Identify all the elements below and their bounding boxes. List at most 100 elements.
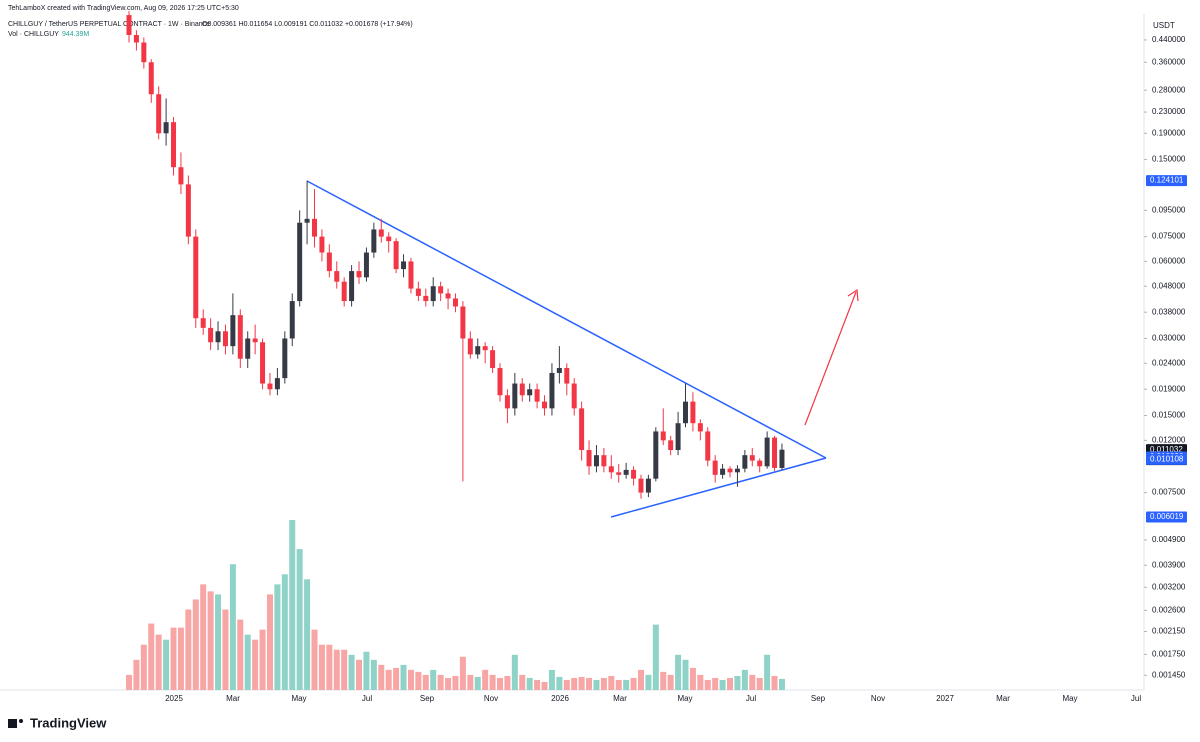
- candle-body: [401, 261, 407, 270]
- volume-bar: [504, 675, 511, 690]
- volume-bar: [126, 674, 132, 690]
- candle-body: [156, 94, 162, 134]
- candle-body: [549, 372, 555, 409]
- volume-bar: [155, 634, 162, 690]
- volume-bar: [556, 676, 563, 690]
- volume-bar: [363, 651, 370, 690]
- y-tick-label: 0.095000: [1152, 205, 1186, 214]
- volume-bar: [586, 677, 593, 690]
- currency: USDT: [1153, 21, 1175, 30]
- x-tick-label: 2025: [165, 694, 183, 703]
- candle-body: [542, 401, 548, 409]
- volume-bar: [229, 564, 236, 690]
- arrow: [804, 291, 857, 426]
- x-tick-label: Jul: [362, 694, 372, 703]
- volume-bar: [660, 671, 667, 690]
- volume-bar: [727, 677, 734, 690]
- volume-bar: [341, 649, 348, 690]
- y-tick-label: 0.001750: [1152, 649, 1186, 658]
- price-label-box: [1146, 453, 1187, 465]
- candle-body: [430, 286, 436, 302]
- candle-body: [631, 469, 637, 479]
- candle-body: [757, 460, 763, 467]
- x-tick-label: Nov: [871, 694, 885, 703]
- x-tick-label: May: [291, 694, 306, 703]
- candle-body: [475, 346, 481, 355]
- volume-bar: [356, 659, 363, 690]
- volume-bar: [771, 675, 778, 690]
- candle-body: [304, 218, 310, 223]
- volume-bar: [163, 639, 170, 690]
- candle-body: [564, 368, 570, 384]
- candle-body: [623, 469, 629, 475]
- candle-body: [452, 298, 458, 307]
- candle-body: [593, 455, 599, 467]
- candle-body: [334, 271, 340, 282]
- candle-body: [675, 423, 681, 451]
- volume-bar: [474, 676, 481, 690]
- volume-bar: [511, 654, 518, 690]
- volume-bar: [259, 629, 266, 690]
- candle-body: [237, 315, 243, 359]
- volume-bar: [207, 591, 214, 690]
- volume-bar: [445, 677, 452, 690]
- volume-bar: [393, 667, 400, 690]
- candle-body: [148, 62, 154, 95]
- volume-bar: [318, 644, 325, 690]
- volume-bar: [170, 627, 177, 690]
- x-tick-label: Mar: [996, 694, 1010, 703]
- volume-bar: [630, 677, 637, 690]
- volume-bar: [734, 675, 741, 690]
- candle-body: [178, 167, 184, 185]
- volume-bar: [407, 669, 414, 690]
- candle-body: [438, 286, 444, 294]
- candle-body: [720, 468, 726, 475]
- x-tick-label: Jul: [746, 694, 756, 703]
- candle-body: [779, 449, 785, 468]
- candle-body: [519, 383, 525, 396]
- candle-body: [534, 389, 540, 402]
- volume-bar: [645, 674, 652, 690]
- candle-body: [467, 338, 473, 355]
- volume-bar: [615, 679, 622, 690]
- candle-body: [527, 389, 533, 396]
- price-label-box: [1146, 175, 1187, 187]
- candle-body: [571, 383, 577, 409]
- y-tick-label: 0.001450: [1152, 670, 1186, 679]
- candle-body: [185, 184, 191, 237]
- volume-bar: [252, 639, 259, 690]
- candle-body: [712, 460, 718, 475]
- x-tick-label: Jul: [1131, 694, 1141, 703]
- volume-bar: [563, 679, 570, 690]
- candle-body: [742, 455, 748, 469]
- candle-body: [371, 229, 377, 253]
- candle-body: [601, 455, 607, 467]
- logo: TradingView: [8, 715, 107, 730]
- trendline: [610, 457, 827, 518]
- volume-bar: [675, 654, 682, 690]
- candle-body: [260, 342, 266, 384]
- y-tick-label: 0.002600: [1152, 605, 1186, 614]
- price-label: 0.124101: [1150, 176, 1184, 185]
- candle-body: [705, 431, 711, 461]
- candle-body: [200, 318, 206, 328]
- volume-bar: [749, 674, 756, 690]
- y-tick-label: 0.360000: [1152, 57, 1186, 66]
- candle-body: [734, 468, 740, 473]
- volume-bar: [452, 675, 459, 690]
- volume-bar: [489, 674, 496, 690]
- volume-bar: [637, 669, 644, 690]
- y-tick-label: 0.190000: [1152, 128, 1186, 137]
- volume-bar: [348, 654, 355, 690]
- volume-bar: [526, 677, 533, 690]
- y-tick-label: 0.002150: [1152, 627, 1186, 636]
- x-tick-label: Mar: [226, 694, 240, 703]
- candle-body: [282, 338, 288, 379]
- volume-bar: [689, 667, 696, 690]
- y-tick-label: 0.019000: [1152, 384, 1186, 393]
- candle-body: [274, 378, 280, 390]
- y-tick-label: 0.038000: [1152, 307, 1186, 316]
- volume-bar: [400, 664, 407, 690]
- volume-bar: [385, 669, 392, 690]
- volume-bar: [608, 675, 615, 690]
